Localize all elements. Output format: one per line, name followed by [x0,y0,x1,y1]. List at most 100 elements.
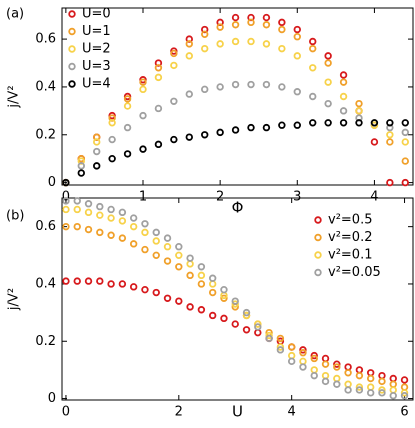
data-point [118,234,127,242]
data-point [93,147,101,156]
data-point [73,277,81,285]
data-point [242,311,251,320]
legend-marker [314,251,322,259]
data-point [355,383,364,391]
data-point [324,119,332,127]
data-point [129,240,138,248]
data-point [293,121,301,129]
data-point [107,231,115,239]
data-point [262,80,271,89]
data-point [62,277,70,285]
data-point [118,280,127,288]
data-point [378,389,386,397]
data-point [154,140,163,149]
data-point [242,326,251,334]
data-point [197,263,206,271]
legend-label: v²=0.05 [328,265,381,280]
data-point [186,254,194,262]
data-point [309,92,317,101]
data-point [333,363,341,371]
data-point [231,80,240,89]
data-point [231,37,240,46]
data-point [123,102,132,110]
data-point [378,377,386,386]
data-point [247,18,255,27]
data-point [62,178,70,187]
data-point [355,366,364,374]
data-point [170,61,178,70]
data-point [293,25,301,34]
data-point [216,128,224,137]
data-point [118,208,127,217]
y-tick-label: 0 [48,391,56,406]
data-point [278,44,286,53]
data-point [247,37,255,46]
y-tick-label: 0.2 [35,127,56,142]
data-point [108,119,116,127]
data-point [141,285,149,294]
data-point [344,369,352,377]
legend-label: v²=0.2 [328,230,372,245]
data-point [107,280,115,288]
data-point [139,111,147,120]
x-tick-label: 6 [400,405,408,420]
data-point [278,25,286,34]
legend-label: U=3 [82,59,111,74]
data-point [185,90,193,98]
data-point [185,40,193,48]
data-point [276,334,285,343]
data-point [278,121,286,129]
data-point [386,138,394,146]
data-point [378,371,386,380]
data-point [321,360,330,368]
data-point [163,234,172,242]
panel-label: (a) [6,7,24,22]
data-point [175,297,183,305]
data-point [366,374,375,383]
data-point [141,228,149,237]
data-point [293,88,301,96]
data-point [262,40,271,48]
data-point [84,277,93,285]
legend-label: U=4 [82,77,111,92]
data-point [186,260,194,268]
data-point [333,360,341,368]
data-point [73,222,81,231]
data-point [278,18,286,27]
data-point [152,228,160,237]
legend-marker [68,45,76,53]
x-tick-label: 1 [139,190,147,205]
data-point [339,107,348,115]
data-point [400,383,409,391]
data-point [355,99,363,108]
data-point [118,217,127,225]
data-point [293,52,301,60]
data-point [401,128,409,137]
data-point [333,380,341,388]
data-point [299,349,307,357]
data-point [231,13,240,22]
data-point [333,374,341,383]
data-point [401,119,409,127]
data-point [96,202,104,211]
data-point [77,162,85,170]
data-point [77,169,85,177]
data-point [154,104,163,113]
data-point [299,346,307,354]
data-point [62,222,70,231]
legend-label: v²=0.5 [328,213,372,228]
data-point [201,30,209,39]
data-point [129,283,138,291]
panel-label: (b) [6,209,24,224]
legend-marker [68,27,76,36]
data-point [186,303,194,311]
data-point [152,251,160,260]
data-point [242,308,251,317]
data-point [366,389,375,397]
x-tick-label: 2 [175,405,183,420]
data-point [310,371,318,380]
data-point [355,371,364,380]
data-point [355,386,364,394]
data-point [73,205,81,214]
data-point [309,119,317,127]
